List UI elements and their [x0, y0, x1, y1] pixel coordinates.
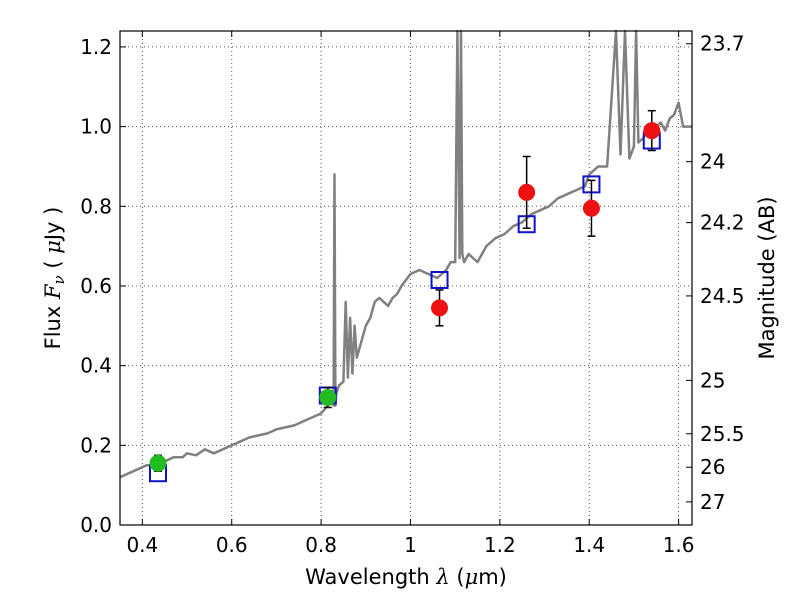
y-tick-label: 0.8	[80, 194, 112, 218]
right-tick-label: 26	[700, 455, 725, 479]
x-tick-label: 0.6	[216, 533, 248, 557]
red-photometry-point	[643, 122, 661, 140]
x-axis-label: Wavelength λ (μm)	[305, 565, 507, 589]
right-tick-label: 24	[700, 150, 725, 174]
y-tick-label: 1.0	[80, 115, 112, 139]
x-axis-label-unit-open: (	[450, 565, 465, 589]
right-tick-label: 23.7	[700, 32, 745, 56]
x-tick-label: 1.4	[573, 533, 605, 557]
plot-frame	[119, 30, 693, 526]
y-axis-label-unit-open: (	[41, 254, 65, 276]
y-tick-label: 0.0	[80, 513, 112, 537]
x-tick-label: 1	[404, 533, 417, 557]
green-photometry-point	[149, 454, 167, 472]
model-spectrum-line	[119, 29, 692, 479]
x-tick-label: 0.8	[305, 533, 337, 557]
axis-ticks: 0.4 0.6 0.8 1 1.2 1.4 1.6 0.0 0.2 0.4 0.6 0.8 1.0 1.2…	[80, 31, 745, 557]
right-tick-label: 24.5	[700, 284, 745, 308]
y-tick-label: 0.2	[80, 433, 112, 457]
right-tick-label: 25	[700, 368, 725, 392]
x-axis-label-unit-close: m)	[478, 565, 507, 589]
y-tick-label: 1.2	[80, 35, 112, 59]
x-tick-label: 0.4	[126, 533, 158, 557]
green-photometry-point	[319, 389, 337, 407]
y-axis-label: Flux Fν ( μJy )	[41, 207, 68, 350]
right-axis-label: Magnitude (AB)	[755, 196, 779, 359]
y-axis-label-prefix: Flux	[41, 299, 65, 349]
y-axis-label-unit-close: Jy )	[41, 207, 65, 243]
data-marks	[148, 109, 661, 483]
model-photometry-square	[430, 270, 449, 289]
right-tick-label: 25.5	[700, 422, 745, 446]
y-axis-label-var: F	[41, 283, 65, 300]
x-axis-label-prefix: Wavelength	[305, 565, 436, 589]
right-tick-label: 27	[700, 490, 725, 514]
x-tick-label: 1.2	[484, 533, 516, 557]
y-tick-label: 0.6	[80, 274, 112, 298]
x-axis-label-mu: μ	[465, 565, 479, 589]
x-tick-label: 1.6	[663, 533, 695, 557]
right-tick-label: 24.2	[700, 211, 745, 235]
y-axis-label-mu: μ	[41, 240, 65, 254]
y-axis-label-sub: ν	[50, 275, 68, 284]
y-tick-label: 0.4	[80, 354, 112, 378]
red-photometry-point	[431, 299, 449, 317]
red-photometry-point	[582, 199, 600, 217]
x-axis-label-var: λ	[435, 565, 449, 589]
red-photometry-point	[518, 183, 536, 201]
